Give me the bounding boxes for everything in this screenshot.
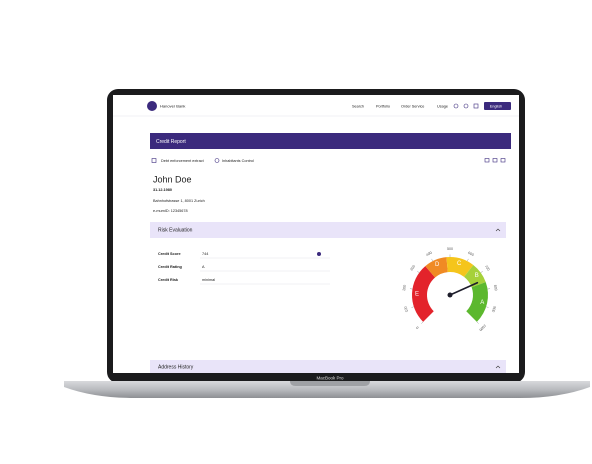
gauge-tick-label: 0 (415, 325, 419, 329)
gauge-tick-label: 600 (467, 251, 474, 257)
gauge-segment (425, 257, 448, 278)
gauge-hub (447, 292, 453, 298)
grade-label: A (480, 300, 484, 306)
gauge-tick-label: 900 (491, 306, 497, 313)
info-icon[interactable] (317, 252, 321, 256)
gauge-tick-label: 800 (493, 285, 498, 292)
row-label: Credit Score (158, 252, 181, 256)
row-value: minimal (202, 278, 215, 282)
laptop-notch (290, 381, 370, 386)
person-name: John Doe (153, 174, 192, 184)
icon-logout[interactable] (473, 103, 479, 109)
gauge-tick-label: 500 (447, 247, 453, 251)
address-history-title: Address History (158, 364, 194, 370)
gauge-tick (411, 306, 414, 308)
language-label: English (490, 104, 502, 108)
grade-label: C (457, 261, 462, 267)
gauge-tick (417, 270, 420, 273)
action-link[interactable]: Debt enforcement extract (161, 159, 205, 163)
gauge-tick (476, 321, 479, 324)
nav-link[interactable]: Usage (437, 105, 448, 109)
gauge-segment (412, 266, 436, 322)
row-label: Credit Rating (158, 265, 183, 269)
gauge: E D C B A 0 100 200 300 400 500 600 700 800 900 1000 (402, 247, 498, 332)
icon-print[interactable] (500, 158, 506, 163)
grade-label: D (435, 262, 440, 268)
address: Bahnhofstrasse 1, 8001 Zurich (153, 199, 205, 203)
icon-download[interactable] (492, 158, 498, 163)
row-label: Credit Risk (158, 278, 179, 282)
gauge-needle (449, 281, 479, 296)
risk-title: Risk Evaluation (158, 227, 193, 233)
language-button[interactable] (484, 102, 511, 110)
app: Hanover Bank Search Portfolio Order Servic… (113, 101, 519, 373)
gauge-segment (466, 282, 488, 322)
bank-name: Hanover Bank (160, 104, 185, 109)
logo (147, 101, 157, 111)
title-bar (150, 133, 511, 149)
gauge-tick (467, 258, 469, 262)
gauge-tick-label: 100 (403, 306, 409, 313)
report-title: Credit Report (156, 139, 186, 145)
icon-mail[interactable] (484, 158, 490, 163)
address-history-header[interactable] (150, 360, 506, 373)
nav-link[interactable]: Search (352, 105, 364, 109)
grade-label: B (475, 273, 479, 279)
device-label: MacBook Pro (316, 376, 344, 381)
grade-label: E (415, 291, 419, 297)
icon-settings[interactable] (453, 103, 459, 109)
nav-link[interactable]: Order Service (401, 105, 424, 109)
gauge-tick (486, 306, 489, 308)
icon-help[interactable] (463, 103, 469, 109)
gauge-tick-label: 700 (484, 264, 491, 271)
gauge-segment (464, 264, 486, 288)
action-link[interactable]: Inhabitants Control (222, 159, 254, 163)
birth-date: 31.12.1980 (153, 188, 172, 192)
person-id: e-mumID: 12345678 (153, 209, 188, 213)
nav-link[interactable]: Portfolio (376, 105, 390, 109)
gauge-tick-label: 300 (409, 264, 416, 271)
risk-header[interactable] (150, 222, 506, 238)
gauge-tick-label: 400 (426, 251, 433, 257)
row-value: A (202, 265, 205, 269)
gauge-segment (446, 257, 474, 277)
laptop-base (64, 381, 590, 398)
gauge-tick (421, 321, 424, 324)
gauge-tick-label: 200 (402, 285, 407, 292)
gauge-tick (480, 270, 483, 273)
gauge-tick-label: 1000 (478, 323, 486, 331)
row-value: 744 (202, 252, 208, 256)
gauge-tick (431, 258, 433, 262)
